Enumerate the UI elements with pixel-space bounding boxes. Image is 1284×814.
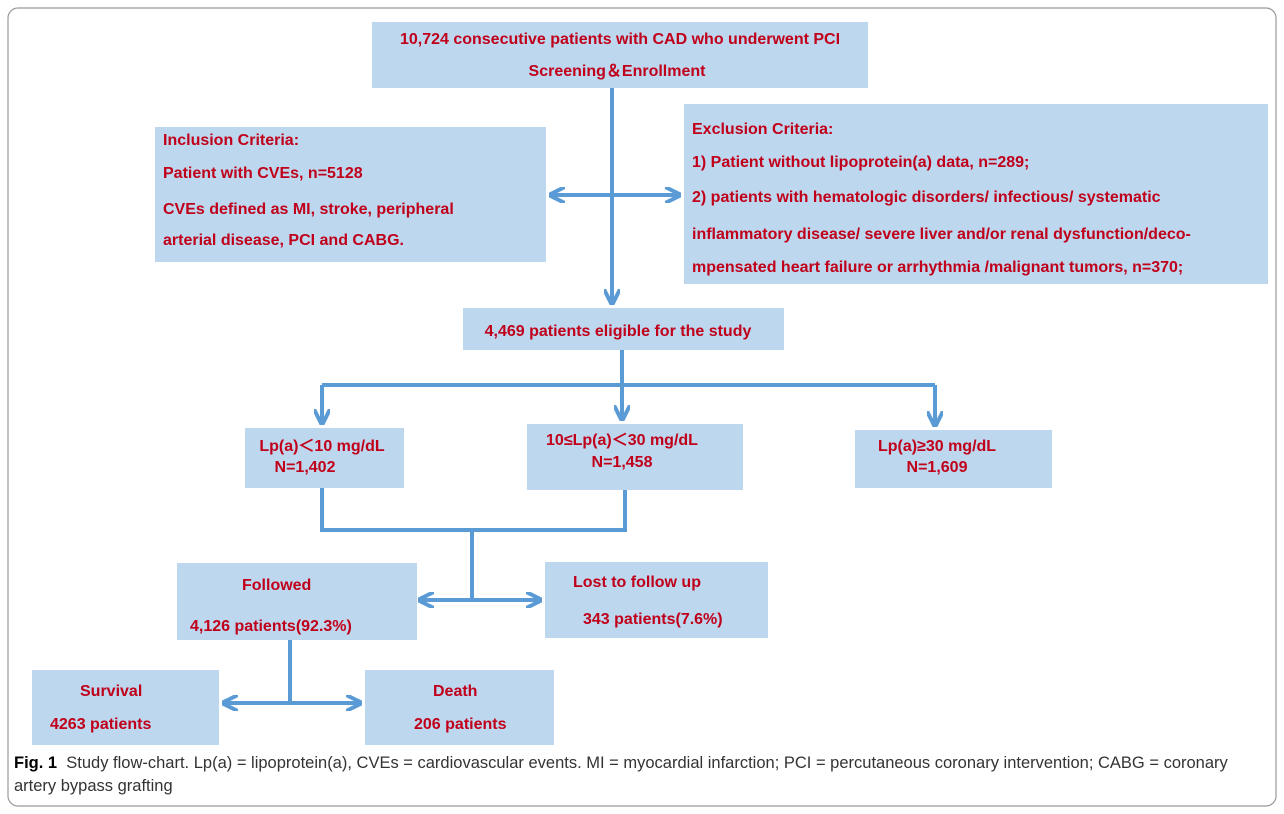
node-text: 343 patients(7.6%) (583, 611, 723, 628)
frame (7, 7, 1277, 807)
node-text: 4263 patients (50, 716, 151, 733)
node-text: Exclusion Criteria: (692, 121, 833, 138)
node-text: Survival (80, 683, 142, 700)
node-text: Screening＆Enrollment (529, 63, 707, 80)
connectors (225, 88, 935, 703)
box-inclusion (155, 127, 546, 262)
node-text: 2) patients with hematologic disorders/ … (692, 189, 1161, 206)
node-text: Patient with CVEs, n=5128 (163, 165, 363, 182)
box-eligible (463, 308, 784, 350)
node-text: mpensated heart failure or arrhythmia /m… (692, 259, 1183, 276)
node-text: arterial disease, PCI and CABG. (163, 232, 404, 249)
node-text: 4,469 patients eligible for the study (485, 323, 752, 340)
box-mid (527, 424, 743, 490)
node-text: Death (433, 683, 477, 700)
box-followed (177, 563, 417, 640)
caption: Fig. 1 Study flow-chart. Lp(a) = lipopro… (14, 752, 1274, 798)
node-text: Lp(a)＜10 mg/dL (259, 438, 385, 455)
node-text: Followed (242, 577, 311, 594)
box-enrollment (372, 22, 868, 88)
box-low (245, 428, 404, 488)
node-text: Lost to follow up (573, 574, 701, 591)
caption-text: Study flow-chart. Lp(a) = lipoprotein(a)… (14, 754, 1228, 795)
node-text: 206 patients (414, 716, 507, 733)
box-death (365, 670, 554, 745)
box-lost (545, 562, 768, 638)
caption-label: Fig. 1 (14, 754, 58, 772)
node-text: CVEs defined as MI, stroke, peripheral (163, 201, 454, 218)
node-text: 1) Patient without lipoprotein(a) data, … (692, 154, 1029, 171)
node-text: 10,724 consecutive patients with CAD who… (400, 31, 840, 48)
node-text: Inclusion Criteria: (163, 132, 299, 149)
node-text: N=1,402 (275, 459, 336, 476)
node-text: Lp(a)≥30 mg/dL (878, 438, 996, 455)
node-text: 10≤Lp(a)＜30 mg/dL (546, 432, 698, 449)
node-text: N=1,609 (907, 459, 968, 476)
node-text: 4,126 patients(92.3%) (190, 618, 352, 635)
box-high (855, 430, 1052, 488)
box-survival (32, 670, 219, 745)
node-text: N=1,458 (592, 454, 653, 471)
node-text: inflammatory disease/ severe liver and/o… (692, 226, 1191, 243)
box-exclusion (684, 104, 1268, 284)
